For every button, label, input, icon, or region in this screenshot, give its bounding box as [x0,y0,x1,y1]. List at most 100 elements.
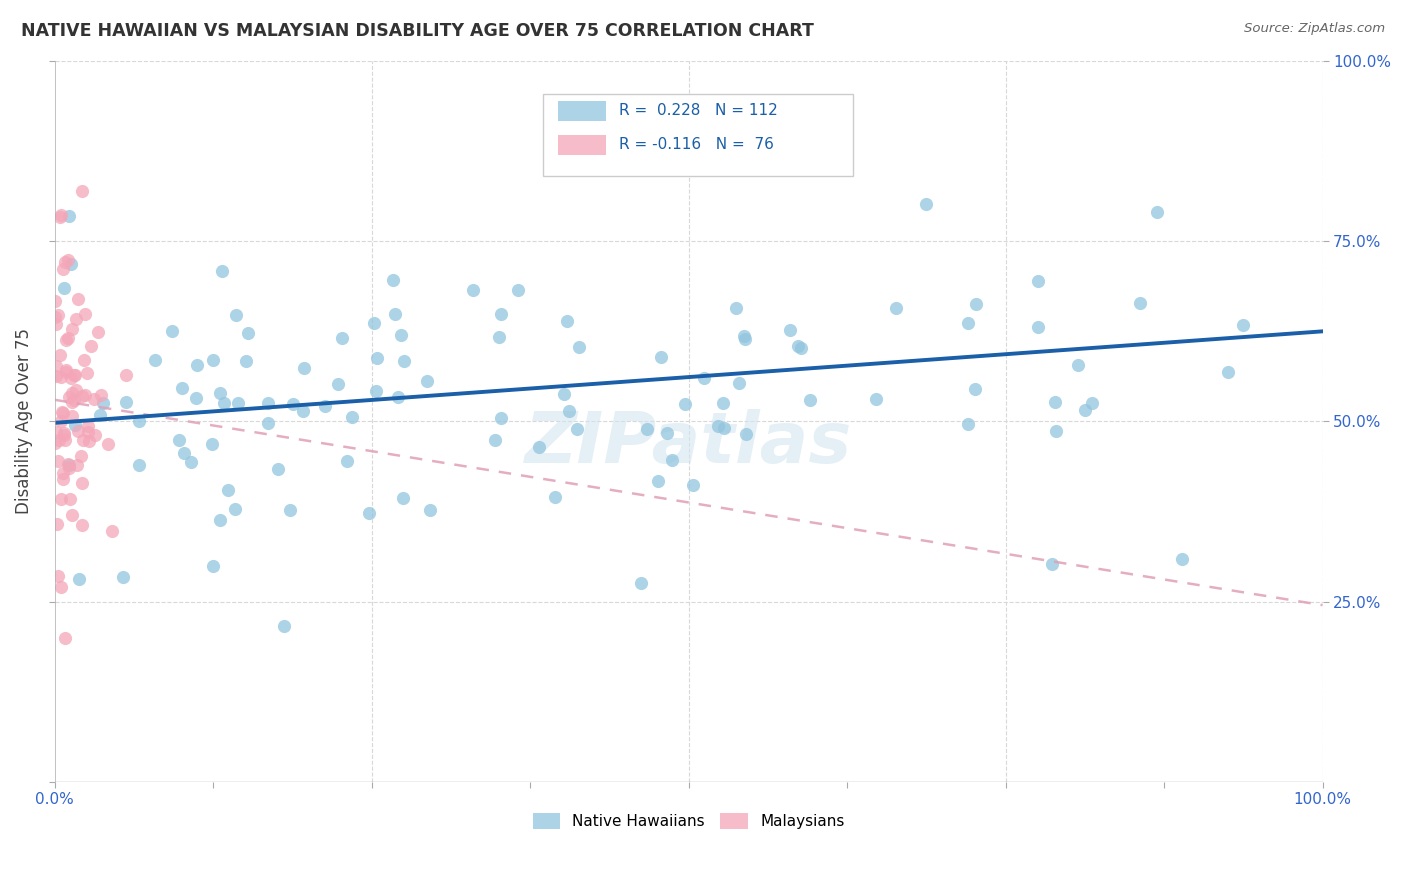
Point [52,425,75,440]
Point [956,417,979,431]
Point [52,406,75,420]
Point [53,631,76,645]
Point [208,386,231,401]
Point [59,257,82,271]
Point [292,361,315,376]
Point [55,362,77,376]
Point [225,309,247,323]
Point [58,331,80,345]
Point [965,382,987,396]
Point [128,458,150,472]
Point [170,380,193,394]
Point [46,569,69,583]
Point [779,323,801,337]
Point [636,422,658,436]
Point [713,396,735,410]
Point [212,396,235,410]
Point [201,437,224,451]
Point [72,476,94,491]
Point [179,455,201,469]
Point [673,397,696,411]
Point [865,392,887,406]
Point [202,352,225,367]
Point [65,311,87,326]
Point [555,314,578,328]
Point [58,253,80,268]
Point [278,503,301,517]
Point [111,570,134,584]
Point [630,576,652,591]
Text: R = -0.116   N =  76: R = -0.116 N = 76 [619,137,773,153]
Point [45,318,67,332]
Point [914,197,936,211]
Point [1081,396,1104,410]
Point [506,283,529,297]
Point [336,454,359,468]
Point [60,409,83,423]
Point [51,370,73,384]
Point [557,404,579,418]
Point [60,508,83,522]
Point [1067,358,1090,372]
Point [1045,424,1067,438]
Point [1074,402,1097,417]
Point [713,421,735,435]
Point [115,368,138,382]
Point [51,208,73,222]
Point [66,458,89,472]
Point [76,418,98,433]
Point [184,391,207,405]
Point [314,399,336,413]
Y-axis label: Disability Age Over 75: Disability Age Over 75 [15,328,32,515]
Point [87,326,110,340]
Point [787,339,810,353]
Point [53,255,76,269]
Point [544,490,567,504]
Point [53,433,76,447]
Point [77,434,100,448]
Point [67,572,90,586]
Point [44,294,66,309]
Point [45,359,67,374]
Point [529,440,551,454]
Point [692,370,714,384]
Point [70,449,93,463]
Text: ZIPatlas: ZIPatlas [524,409,852,477]
Point [733,329,755,343]
Point [55,333,77,347]
Point [52,467,75,481]
Point [364,384,387,399]
Point [1171,552,1194,566]
Point [235,354,257,368]
Point [76,425,98,439]
Point [389,327,412,342]
Point [79,339,101,353]
Point [267,462,290,476]
Point [44,435,66,450]
Point [49,414,72,428]
Point [48,348,70,362]
Point [52,262,75,277]
Point [48,433,70,447]
Point [650,350,672,364]
Point [366,351,388,365]
Point [49,492,72,507]
Point [89,408,111,422]
Point [734,332,756,346]
Point [384,307,406,321]
Point [91,396,114,410]
Point [160,324,183,338]
Point [382,272,405,286]
Point [58,390,80,404]
Point [201,558,224,573]
Point [461,284,484,298]
Point [657,425,679,440]
Point [72,389,94,403]
Point [63,393,86,408]
Point [965,297,987,311]
Point [51,405,73,419]
Text: NATIVE HAWAIIAN VS MALAYSIAN DISABILITY AGE OVER 75 CORRELATION CHART: NATIVE HAWAIIAN VS MALAYSIAN DISABILITY … [21,22,814,40]
Point [1042,557,1064,571]
Point [52,428,75,442]
Point [363,316,385,330]
